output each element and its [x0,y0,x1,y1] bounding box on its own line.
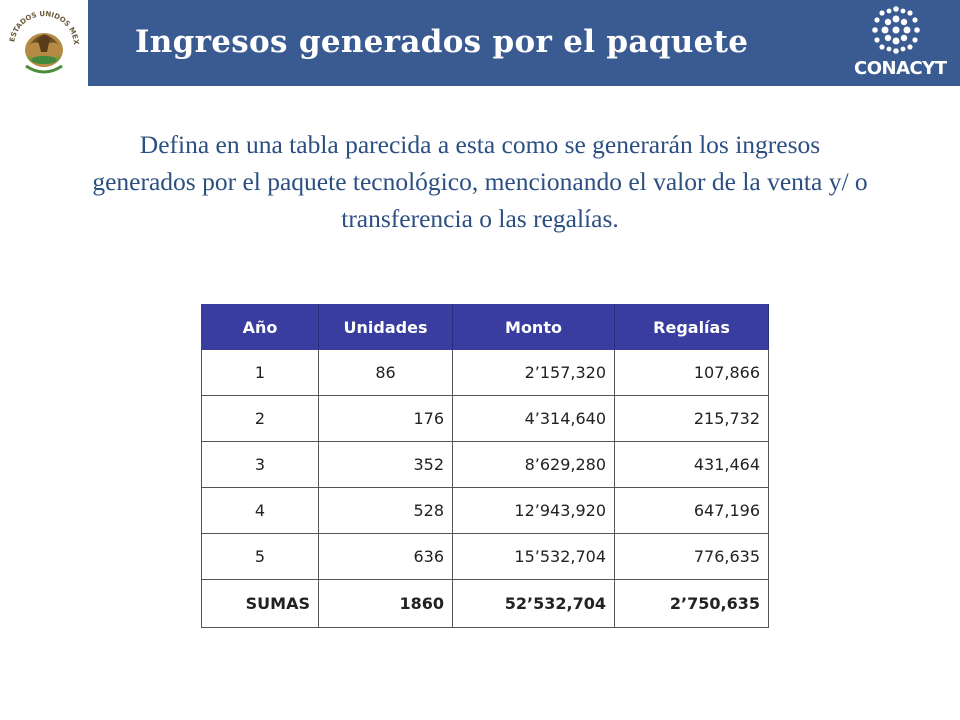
mexico-coat-of-arms-logo: ESTADOS UNIDOS MEXICANOS [0,0,88,88]
cell-amount: 4’314,640 [452,395,615,442]
totals-royalties: 2’750,635 [614,579,769,628]
cell-year: 5 [201,533,319,580]
intro-paragraph: Defina en una tabla parecida a esta como… [92,130,868,233]
table-row: 4 528 12’943,920 647,196 [201,487,769,534]
totals-label: SUMAS [201,579,319,628]
header-royalties: Regalías [614,304,769,350]
page-title: Ingresos generados por el paquete [135,24,749,60]
header-year: Año [201,304,319,350]
cell-year: 1 [201,349,319,396]
cell-royalties: 776,635 [614,533,769,580]
conacyt-logo: CONACYT [846,6,947,82]
totals-amount: 52’532,704 [452,579,615,628]
cell-royalties: 431,464 [614,441,769,488]
header-band [88,0,960,86]
conacyt-wordmark: CONACYT [854,58,947,79]
cell-year: 2 [201,395,319,442]
cell-royalties: 215,732 [614,395,769,442]
cell-amount: 15’532,704 [452,533,615,580]
cell-amount: 12’943,920 [452,487,615,534]
cell-year: 4 [201,487,319,534]
cell-units: 176 [318,395,453,442]
table-row: 2 176 4’314,640 215,732 [201,395,769,442]
cell-year: 3 [201,441,319,488]
cell-royalties: 647,196 [614,487,769,534]
table-row: 1 86 2’157,320 107,866 [201,349,769,396]
table-header-row: Año Unidades Monto Regalías [201,304,769,350]
cell-amount: 2’157,320 [452,349,615,396]
totals-units: 1860 [318,579,453,628]
cell-units: 352 [318,441,453,488]
cell-royalties: 107,866 [614,349,769,396]
totals-row: SUMAS 1860 52’532,704 2’750,635 [201,579,769,628]
cell-units: 86 [318,349,453,396]
table-row: 3 352 8’629,280 431,464 [201,441,769,488]
cell-units: 636 [318,533,453,580]
conacyt-dots-icon [872,6,920,54]
table-row: 5 636 15’532,704 776,635 [201,533,769,580]
header-units: Unidades [318,304,453,350]
revenue-table: Año Unidades Monto Regalías 1 86 2’157,3… [201,304,769,628]
cell-amount: 8’629,280 [452,441,615,488]
header-amount: Monto [452,304,615,350]
cell-units: 528 [318,487,453,534]
